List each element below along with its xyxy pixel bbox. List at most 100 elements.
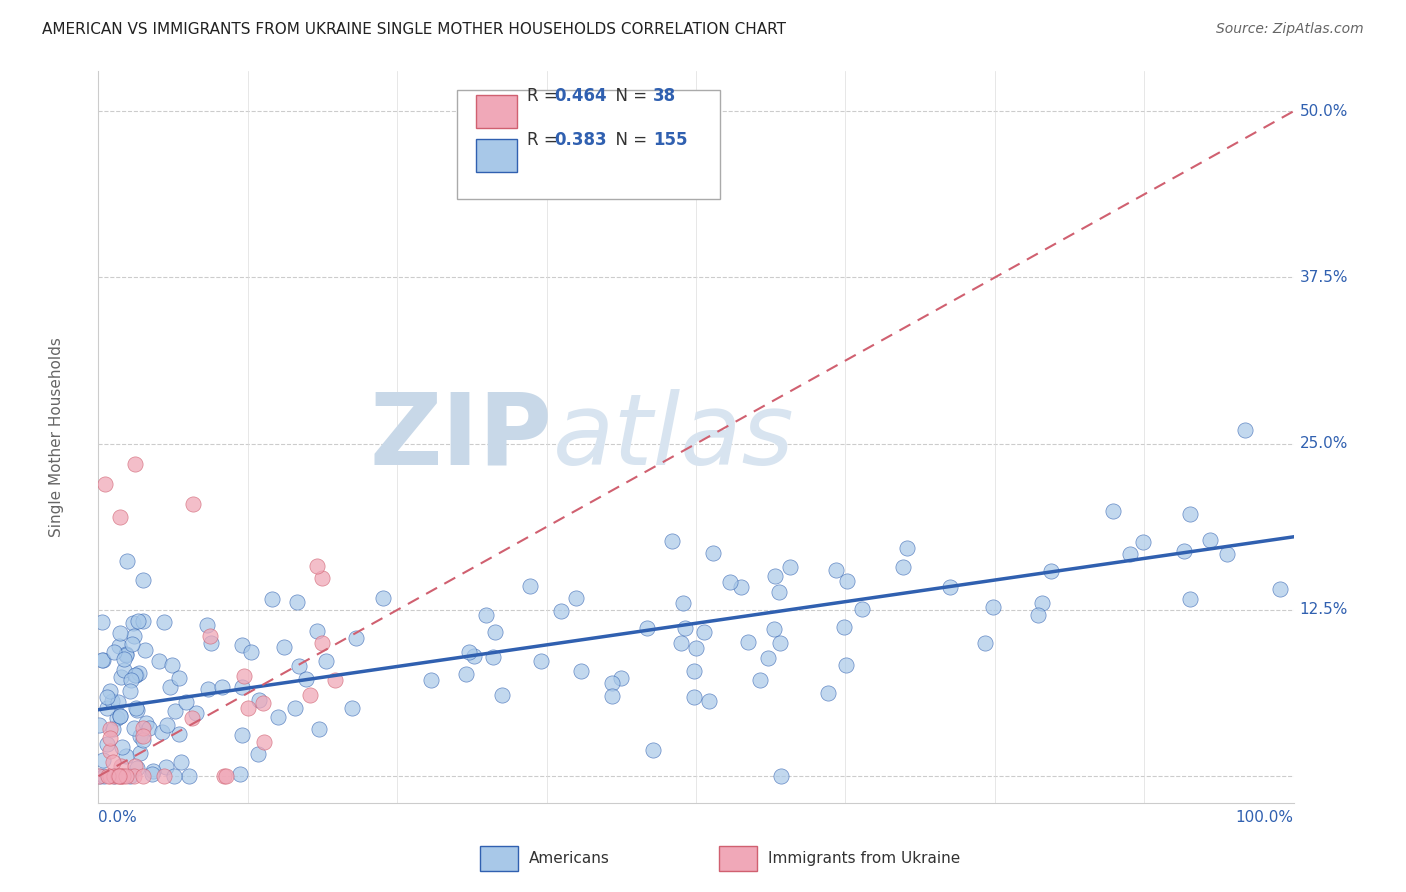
Point xyxy=(1178,591,1201,606)
Point xyxy=(163,769,186,783)
Point xyxy=(474,607,496,622)
Point xyxy=(702,546,724,560)
Point xyxy=(550,604,572,618)
Point xyxy=(769,636,792,650)
Point xyxy=(825,563,848,577)
Point xyxy=(103,769,125,783)
Point xyxy=(323,673,346,687)
Point xyxy=(107,769,129,783)
Point xyxy=(96,690,118,704)
Point xyxy=(131,732,153,747)
Point xyxy=(295,672,318,686)
Point xyxy=(114,663,136,677)
Point xyxy=(233,669,256,683)
Point xyxy=(120,673,142,688)
Point xyxy=(120,684,142,698)
Point xyxy=(315,654,337,668)
Point xyxy=(768,585,790,599)
Point xyxy=(170,755,193,769)
Point xyxy=(135,715,157,730)
Point xyxy=(1031,596,1053,610)
Point xyxy=(240,645,263,659)
Point xyxy=(96,701,118,715)
Point xyxy=(939,580,962,594)
Text: N =: N = xyxy=(605,131,652,149)
FancyBboxPatch shape xyxy=(477,139,517,171)
Point xyxy=(673,621,696,635)
Point xyxy=(1040,564,1063,578)
Point xyxy=(97,769,120,783)
Point xyxy=(247,747,270,761)
Point xyxy=(685,641,707,656)
Point xyxy=(98,722,121,736)
Point xyxy=(122,616,145,631)
Point xyxy=(298,688,321,702)
Point xyxy=(669,636,692,650)
Point xyxy=(153,615,176,629)
Point xyxy=(103,644,125,658)
Point xyxy=(174,695,197,709)
Point xyxy=(101,693,124,707)
Point xyxy=(737,635,759,649)
Point xyxy=(98,769,121,783)
Point xyxy=(763,569,786,583)
Point xyxy=(974,636,997,650)
Point xyxy=(108,625,131,640)
Point xyxy=(463,649,485,664)
Point xyxy=(138,722,160,736)
Point xyxy=(128,666,150,681)
Point xyxy=(697,694,720,708)
Text: 0.464: 0.464 xyxy=(554,87,606,105)
Point xyxy=(125,703,148,717)
Point xyxy=(129,747,152,761)
Point xyxy=(132,769,155,783)
Point xyxy=(1199,533,1222,548)
Point xyxy=(112,769,135,783)
Point xyxy=(108,769,131,783)
Point xyxy=(308,722,330,736)
Point xyxy=(420,673,443,688)
Point xyxy=(661,533,683,548)
Point xyxy=(115,554,138,568)
Point xyxy=(636,621,658,635)
Point xyxy=(197,682,219,697)
Point xyxy=(287,659,309,673)
Point xyxy=(211,680,233,694)
Point xyxy=(120,769,142,783)
Point xyxy=(114,648,136,663)
Point xyxy=(87,769,110,783)
Point xyxy=(122,769,145,783)
Point xyxy=(132,574,155,588)
Point xyxy=(769,769,792,783)
Point xyxy=(165,704,187,718)
Point xyxy=(198,629,221,643)
Point xyxy=(484,624,506,639)
Point xyxy=(112,652,135,666)
Point xyxy=(817,686,839,700)
Text: R =: R = xyxy=(527,87,564,105)
Point xyxy=(115,769,138,783)
Point xyxy=(105,710,128,724)
Text: atlas: atlas xyxy=(553,389,794,485)
Point xyxy=(152,724,174,739)
Point xyxy=(851,602,873,616)
Point xyxy=(131,614,153,628)
Point xyxy=(305,624,328,639)
Point xyxy=(1233,423,1256,437)
Text: Single Mother Households: Single Mother Households xyxy=(49,337,65,537)
Point xyxy=(156,717,179,731)
Point xyxy=(311,636,333,650)
Point xyxy=(98,731,121,745)
Point xyxy=(569,664,592,678)
Point xyxy=(834,620,856,634)
Point xyxy=(311,571,333,585)
Point xyxy=(231,680,253,694)
Point xyxy=(200,636,222,650)
Point xyxy=(692,625,714,640)
Point xyxy=(236,701,259,715)
Point xyxy=(672,596,695,610)
Point xyxy=(1173,544,1195,558)
Text: 12.5%: 12.5% xyxy=(1299,602,1348,617)
Point xyxy=(134,643,156,657)
Point xyxy=(110,709,132,723)
